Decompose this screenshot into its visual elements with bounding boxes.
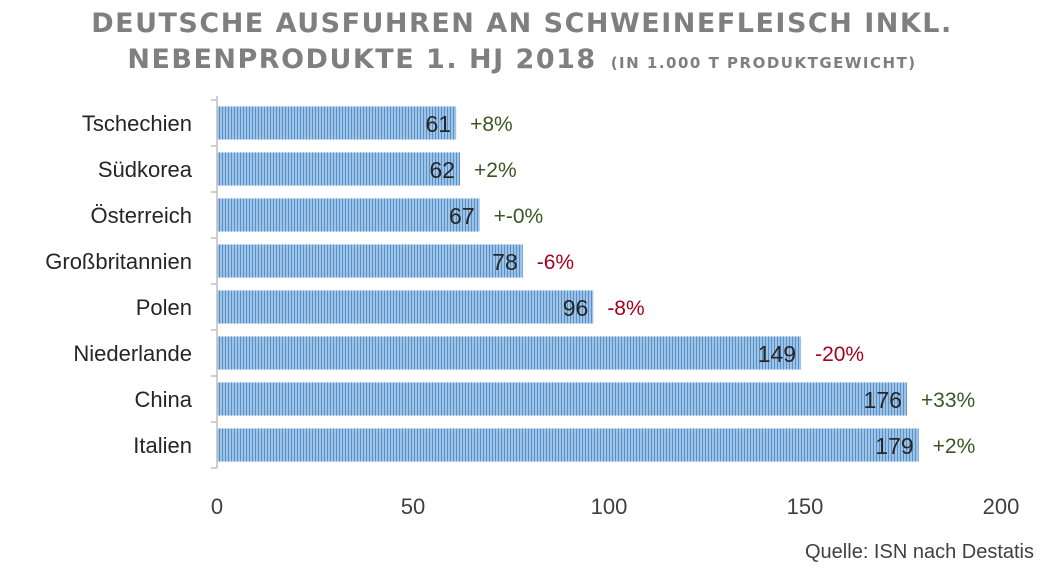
chart-title-main: NEBENPRODUKTE 1. HJ 2018 [127, 44, 597, 75]
chart-title-line-1: DEUTSCHE AUSFUHREN AN SCHWEINEFLEISCH IN… [91, 8, 953, 39]
change-label: -8% [607, 297, 644, 320]
data-label: 96 [563, 295, 589, 321]
bar [217, 152, 461, 186]
change-label: +2% [474, 159, 517, 182]
bar [217, 198, 480, 232]
category-label: Niederlande [73, 341, 192, 366]
category-label: Großbritannien [45, 249, 192, 274]
change-label: +8% [470, 113, 513, 136]
x-tick-label: 100 [591, 494, 628, 519]
data-label: 62 [429, 157, 455, 183]
x-tick-label: 150 [787, 494, 824, 519]
category-label: Polen [136, 295, 192, 320]
category-label: Italien [133, 433, 192, 458]
data-label: 78 [492, 249, 518, 275]
data-label: 149 [758, 341, 796, 367]
data-label: 61 [426, 111, 452, 137]
data-label: 179 [875, 433, 913, 459]
data-label: 176 [864, 387, 902, 413]
change-label: -20% [815, 343, 864, 366]
x-tick-label: 0 [211, 494, 223, 519]
change-label: +-0% [494, 205, 544, 228]
bar [217, 382, 907, 416]
bar [217, 428, 919, 462]
change-label: +33% [921, 389, 975, 412]
chart-title-line-2: NEBENPRODUKTE 1. HJ 2018 (IN 1.000 T PROD… [0, 44, 1044, 75]
chart-title-unit: (IN 1.000 T PRODUKTGEWICHT) [610, 54, 917, 72]
bar [217, 106, 457, 140]
x-tick-label: 50 [401, 494, 425, 519]
category-label: Österreich [91, 203, 192, 228]
x-tick-label: 200 [983, 494, 1020, 519]
change-label: +2% [933, 435, 976, 458]
source-note: Quelle: ISN nach Destatis [805, 541, 1034, 563]
category-label: China [135, 387, 193, 412]
change-label: -6% [537, 251, 574, 274]
category-label: Südkorea [98, 157, 193, 182]
bar [217, 290, 594, 324]
category-label: Tschechien [82, 111, 192, 136]
data-label: 67 [449, 203, 475, 229]
bar [217, 336, 802, 370]
bar [217, 244, 523, 278]
